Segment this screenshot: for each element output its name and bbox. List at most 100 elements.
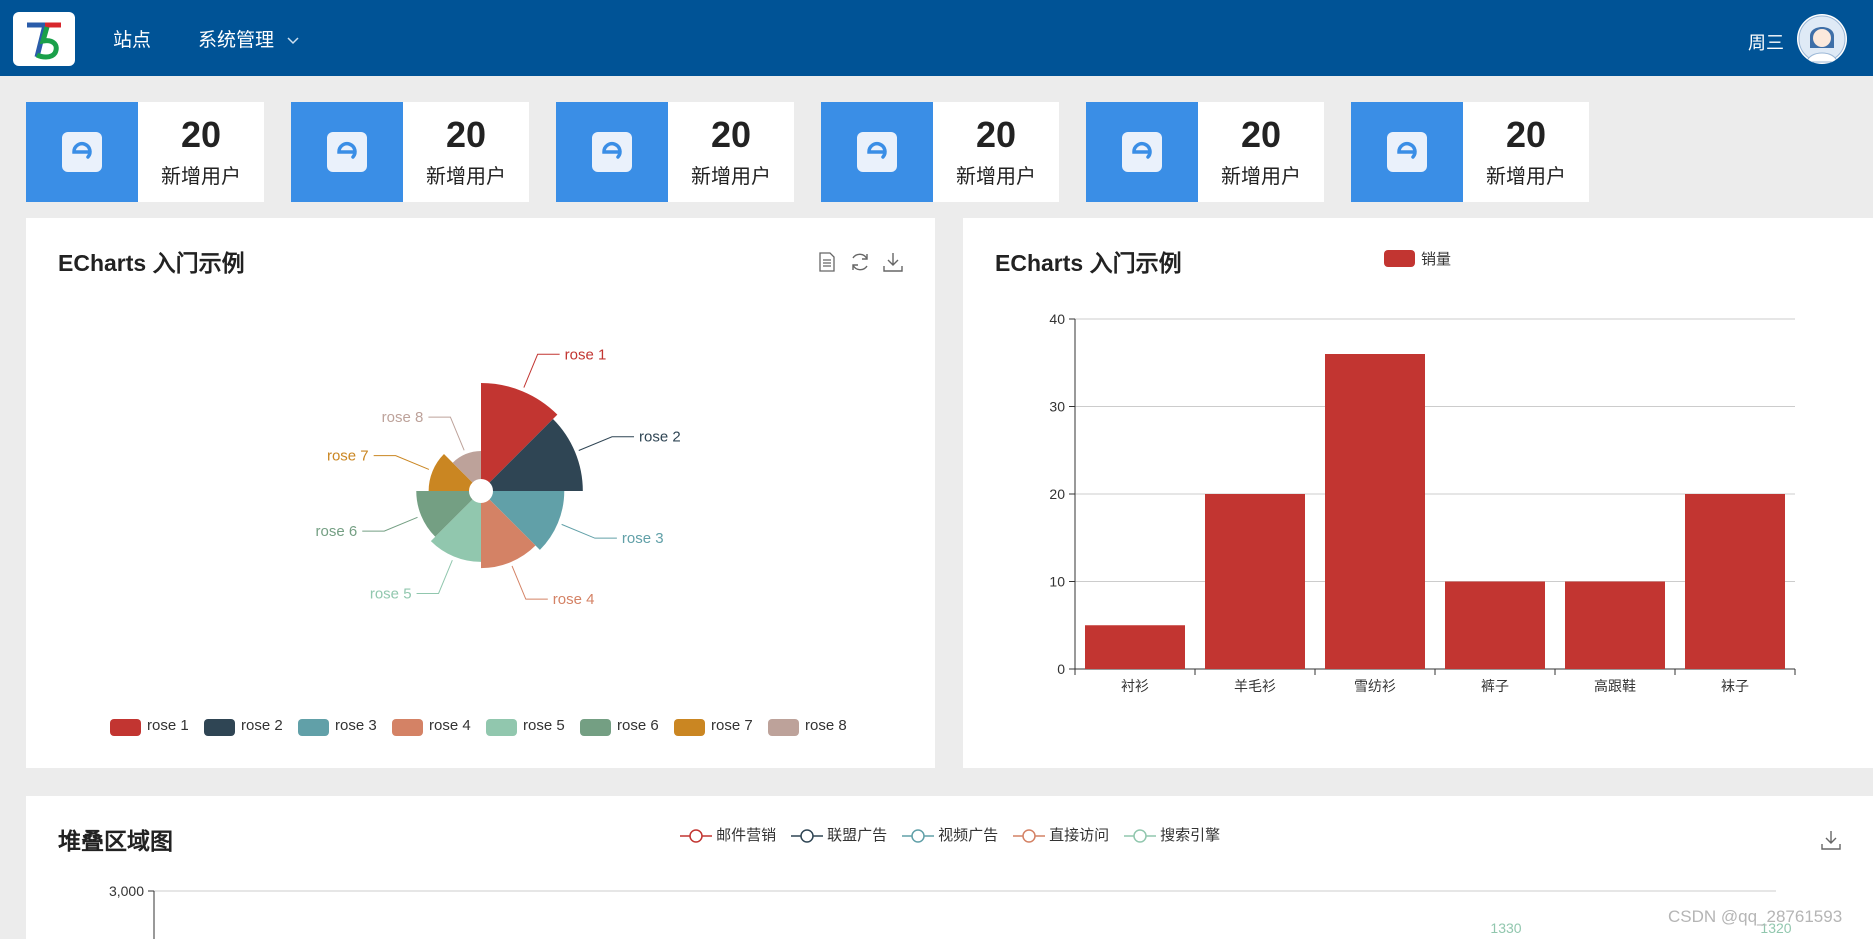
panel-title: 堆叠区域图: [58, 828, 173, 854]
legend-swatch: [580, 719, 611, 736]
pie-label-line: [362, 516, 418, 532]
pie-slice-label: rose 2: [639, 429, 681, 446]
x-tick-label: 袜子: [1721, 678, 1749, 694]
save-image-icon[interactable]: [883, 252, 903, 272]
e-logo-icon: [327, 132, 367, 172]
legend-line-icon: [680, 829, 712, 843]
data-label: 1330: [1490, 920, 1521, 936]
pie-slice-label: rose 6: [316, 523, 358, 540]
stat-card[interactable]: 20 新增用户: [821, 102, 1059, 202]
stat-card[interactable]: 20 新增用户: [556, 102, 794, 202]
stat-card[interactable]: 20 新增用户: [1086, 102, 1324, 202]
pie-slice[interactable]: [489, 491, 565, 550]
bar[interactable]: [1565, 581, 1665, 670]
y-tick-label: 3,000: [109, 883, 144, 899]
bar-chart[interactable]: 0 10 20 30 40 衬衫 羊毛衫 雪纺衫 裤子 高跟鞋 袜子 销量: [963, 218, 1873, 768]
bar[interactable]: [1205, 494, 1305, 669]
bar[interactable]: [1325, 354, 1425, 669]
e-logo-icon: [592, 132, 632, 172]
legend-item[interactable]: 联盟广告: [791, 824, 887, 845]
rose-chart-panel: ECharts 入门示例 rose 1 rose 2 rose 3 rose 4 ros…: [26, 218, 935, 768]
pie-slice[interactable]: [416, 491, 473, 537]
pie-slice-label: rose 7: [327, 448, 369, 465]
legend-swatch: [768, 719, 799, 736]
legend-label: rose 6: [617, 717, 659, 734]
x-tick-label: 雪纺衫: [1354, 678, 1396, 694]
stacked-area-panel: 堆叠区域图 邮件营销 联盟广告 视频广告 直接访问 搜索引擎 3,000 1330…: [26, 796, 1873, 939]
user-name[interactable]: 周三: [1748, 33, 1784, 53]
legend-line-icon: [1013, 829, 1045, 843]
pie-label-line: [428, 416, 465, 451]
legend-swatch: [110, 719, 141, 736]
bar[interactable]: [1085, 625, 1185, 669]
pie-slice[interactable]: [428, 453, 473, 491]
legend-line-icon: [791, 829, 823, 843]
nav-site[interactable]: 站点: [113, 25, 151, 52]
stat-label: 新增用户: [691, 166, 771, 188]
restore-icon[interactable]: [849, 251, 871, 273]
pie-slice[interactable]: [489, 419, 583, 491]
bar[interactable]: [1685, 494, 1785, 669]
stat-card[interactable]: 20 新增用户: [1351, 102, 1589, 202]
legend-swatch: [298, 719, 329, 736]
legend-label[interactable]: 销量: [1421, 251, 1451, 268]
stat-label: 新增用户: [1221, 166, 1301, 188]
legend-item[interactable]: 搜索引擎: [1124, 824, 1220, 845]
e-logo-icon: [1387, 132, 1427, 172]
stat-card[interactable]: 20 新增用户: [291, 102, 529, 202]
stat-card[interactable]: 20 新增用户: [26, 102, 264, 202]
pie-slice-label: rose 3: [622, 530, 664, 547]
stat-value: 20: [975, 114, 1017, 155]
pie-slice[interactable]: [481, 383, 558, 483]
legend-swatch: [486, 719, 517, 736]
pie-label-line: [578, 436, 635, 451]
stacked-area-chart[interactable]: 3,000 1330 1320: [26, 856, 1873, 939]
legend-label: rose 2: [241, 717, 283, 734]
panel-title: ECharts 入门示例: [995, 250, 1182, 276]
pie-slice-label: rose 8: [382, 409, 424, 426]
e-logo-icon: [857, 132, 897, 172]
user-avatar[interactable]: [1797, 14, 1847, 64]
save-image-icon[interactable]: [1821, 830, 1841, 850]
logo-icon: [27, 22, 61, 60]
legend-item[interactable]: 视频广告: [902, 824, 998, 845]
e-logo-icon: [1122, 132, 1162, 172]
legend-item[interactable]: 邮件营销: [680, 824, 776, 845]
pie-label-line: [511, 565, 548, 600]
legend-label: rose 3: [335, 717, 377, 734]
bar-chart-panel: ECharts 入门示例 0 10 20 30 40 衬衫 羊毛衫 雪纺衫 裤子 高跟鞋 袜子 销量: [963, 218, 1873, 768]
y-tick-label: 0: [1057, 661, 1065, 677]
legend-swatch: [204, 719, 235, 736]
pie-slice[interactable]: [430, 499, 481, 562]
pie-slice[interactable]: [481, 499, 536, 569]
y-tick-label: 30: [1049, 399, 1065, 415]
avatar-icon: [1798, 15, 1846, 63]
legend-swatch[interactable]: [1384, 250, 1415, 267]
legend-label: rose 4: [429, 717, 471, 734]
site-logo[interactable]: [13, 12, 75, 66]
stat-label: 新增用户: [1486, 166, 1566, 188]
panel-title: ECharts 入门示例: [58, 250, 245, 276]
x-tick-label: 裤子: [1481, 678, 1509, 694]
nav-system-label: 系统管理: [198, 30, 275, 51]
nav-system-management[interactable]: 系统管理: [198, 25, 299, 52]
legend-label: 联盟广告: [823, 827, 888, 844]
pie-label-line: [561, 523, 617, 539]
bar[interactable]: [1445, 581, 1545, 670]
stat-label: 新增用户: [956, 166, 1036, 188]
legend-label: 直接访问: [1045, 827, 1110, 844]
legend-label: 视频广告: [934, 827, 999, 844]
legend-label: rose 7: [711, 717, 753, 734]
y-tick-label: 10: [1049, 574, 1065, 590]
stat-value: 20: [1240, 114, 1282, 155]
rose-pie-chart[interactable]: rose 1 rose 2 rose 3 rose 4 rose 5 rose 6 rose…: [26, 278, 935, 698]
pie-slice[interactable]: [452, 451, 481, 483]
pie-slice-label: rose 4: [553, 591, 595, 608]
nav-site-label: 站点: [113, 30, 152, 51]
stat-value: 20: [710, 114, 752, 155]
data-view-icon[interactable]: [818, 252, 836, 272]
legend-item[interactable]: 直接访问: [1013, 824, 1109, 845]
stat-label: 新增用户: [161, 166, 241, 188]
legend-swatch: [392, 719, 423, 736]
legend-line-icon: [902, 829, 934, 843]
